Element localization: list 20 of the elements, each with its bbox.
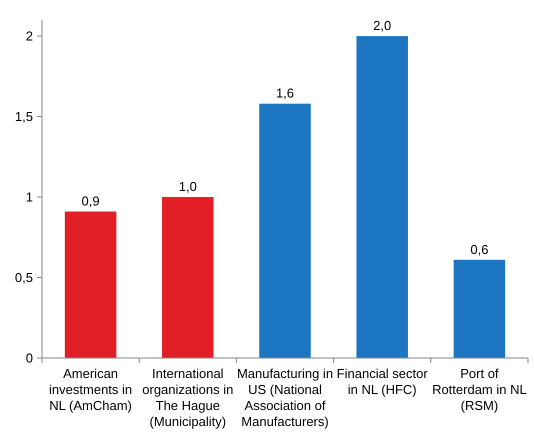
- x-tick-label: Manufacturing in US (National Association of Manufacturers): [236, 366, 334, 429]
- x-tick-label: American investments in NL (AmCham): [49, 366, 132, 413]
- y-tick-label: 0: [26, 350, 33, 366]
- bar: [356, 36, 408, 358]
- x-tick-label: Port of Rotterdam in NL (RSM): [432, 366, 527, 413]
- data-label: 2,0: [373, 18, 392, 34]
- data-label: 1,0: [178, 179, 197, 194]
- bar: [259, 104, 311, 358]
- bar: [162, 197, 214, 358]
- bar: [64, 212, 116, 358]
- data-label: 0,9: [82, 194, 100, 209]
- x-tick-label: Financial sector in NL (HFC): [336, 366, 428, 397]
- y-tick-label: 0,5: [14, 270, 33, 286]
- bar: [454, 260, 506, 358]
- data-label: 1,6: [276, 86, 294, 101]
- y-tick-label: 2: [26, 28, 33, 44]
- x-tick-label: International organizations in The Hague (Municipality): [142, 366, 234, 429]
- y-tick-label: 1: [26, 190, 33, 205]
- data-label: 0,6: [470, 242, 488, 257]
- y-tick-label: 1,5: [14, 109, 33, 124]
